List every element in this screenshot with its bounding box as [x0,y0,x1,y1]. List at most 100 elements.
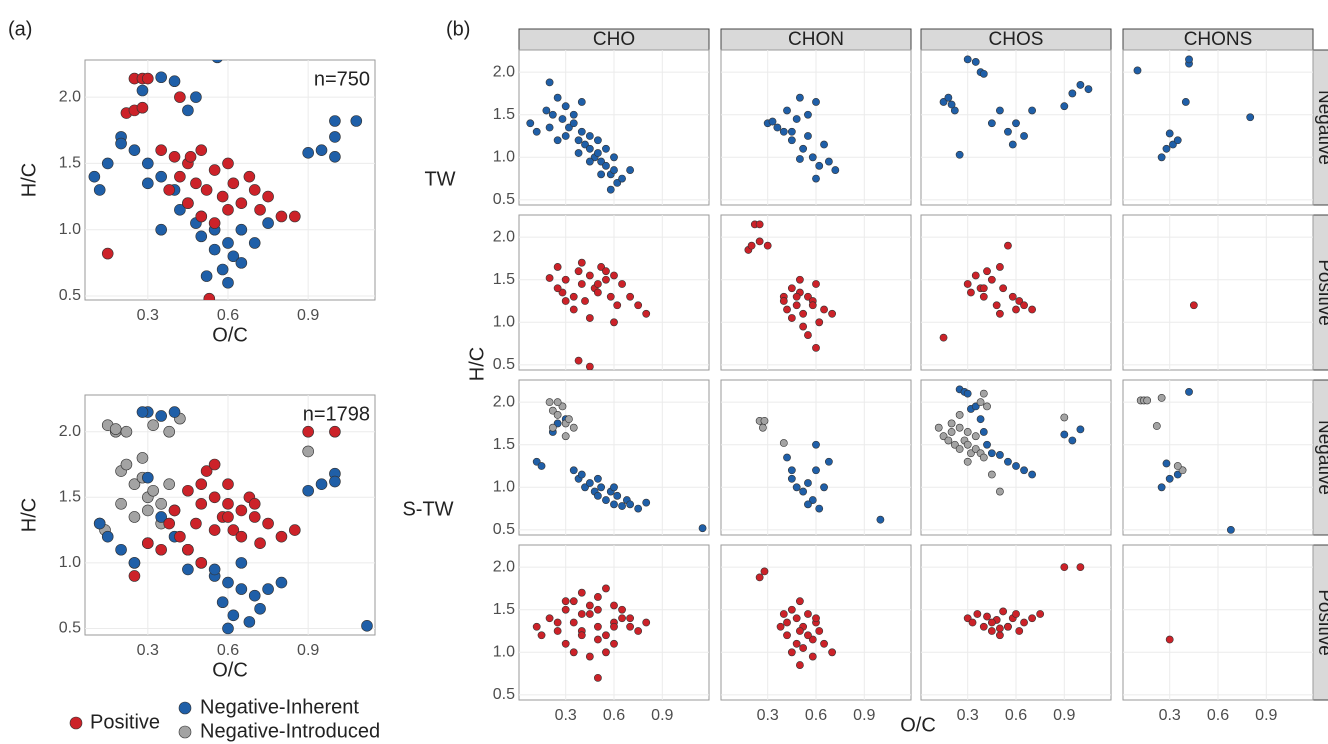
point [597,157,606,166]
point [987,449,996,458]
point [876,515,885,524]
point [574,267,583,276]
point [329,425,341,438]
point [824,457,833,466]
point [971,432,980,441]
panel-label: (a) [8,18,32,40]
point [1076,563,1085,572]
point [618,605,626,614]
y-tick-label: 2.0 [493,558,515,575]
point [329,475,341,488]
point [593,136,602,145]
point [999,607,1008,616]
point [763,241,772,250]
x-tick-label: 0.3 [137,642,159,659]
point [787,605,796,614]
point [795,93,804,102]
point [1015,627,1024,635]
legend-label: Positive [90,711,160,733]
point [569,597,578,606]
point [561,605,570,614]
point [548,110,557,119]
point [302,425,314,438]
point [963,457,972,466]
point [1162,144,1171,153]
point [799,144,808,153]
point [760,567,769,576]
point [642,309,651,318]
point [581,297,589,305]
point [222,276,234,289]
point [115,137,127,150]
legend-swatch [178,725,192,739]
point [208,164,221,176]
point [1004,241,1012,250]
point [585,601,594,610]
point [569,423,578,432]
point [585,271,594,280]
point [787,284,796,293]
point [995,451,1004,459]
point [142,177,154,190]
point [195,210,208,223]
point [963,389,972,398]
point [545,398,554,407]
point [182,563,194,576]
point [606,185,615,194]
point [1015,297,1024,305]
point [971,271,980,280]
point [136,84,149,97]
point [787,466,796,475]
point [815,318,824,327]
y-tick-label: 0.5 [59,287,81,304]
y-tick-label: 1.5 [493,106,515,123]
y-tick-label: 0.5 [493,686,515,703]
point [626,614,635,623]
point [963,280,972,288]
point [783,106,791,115]
point [115,498,127,510]
point [195,498,208,510]
point [602,144,610,153]
strip-label: Positive [1314,589,1328,656]
point [163,517,175,530]
point [820,140,828,149]
point [950,440,959,449]
point [976,398,985,407]
point [760,416,769,425]
point [585,132,594,140]
point [1004,127,1012,136]
point [1012,305,1020,314]
point [983,267,991,276]
point [537,631,546,640]
point [542,106,551,115]
y-tick-label: 0.5 [59,620,81,637]
point [545,274,554,282]
point [195,478,208,490]
point [235,530,248,543]
point [254,537,266,549]
point [243,170,256,183]
x-tick-label: 0.9 [853,707,875,724]
point [593,593,602,601]
point [626,622,635,631]
point [222,204,234,216]
point [1028,106,1037,115]
point [168,504,181,517]
point [804,331,812,339]
y-tick-label: 0.5 [493,191,515,208]
point [208,243,221,256]
point [289,210,301,223]
point [1226,525,1235,534]
point [795,627,804,635]
point [558,115,567,123]
point [254,602,266,615]
point [1162,459,1171,468]
point [222,498,234,510]
point [634,301,643,310]
point [558,402,567,411]
point [995,487,1004,496]
point [585,362,594,370]
point [553,136,562,145]
